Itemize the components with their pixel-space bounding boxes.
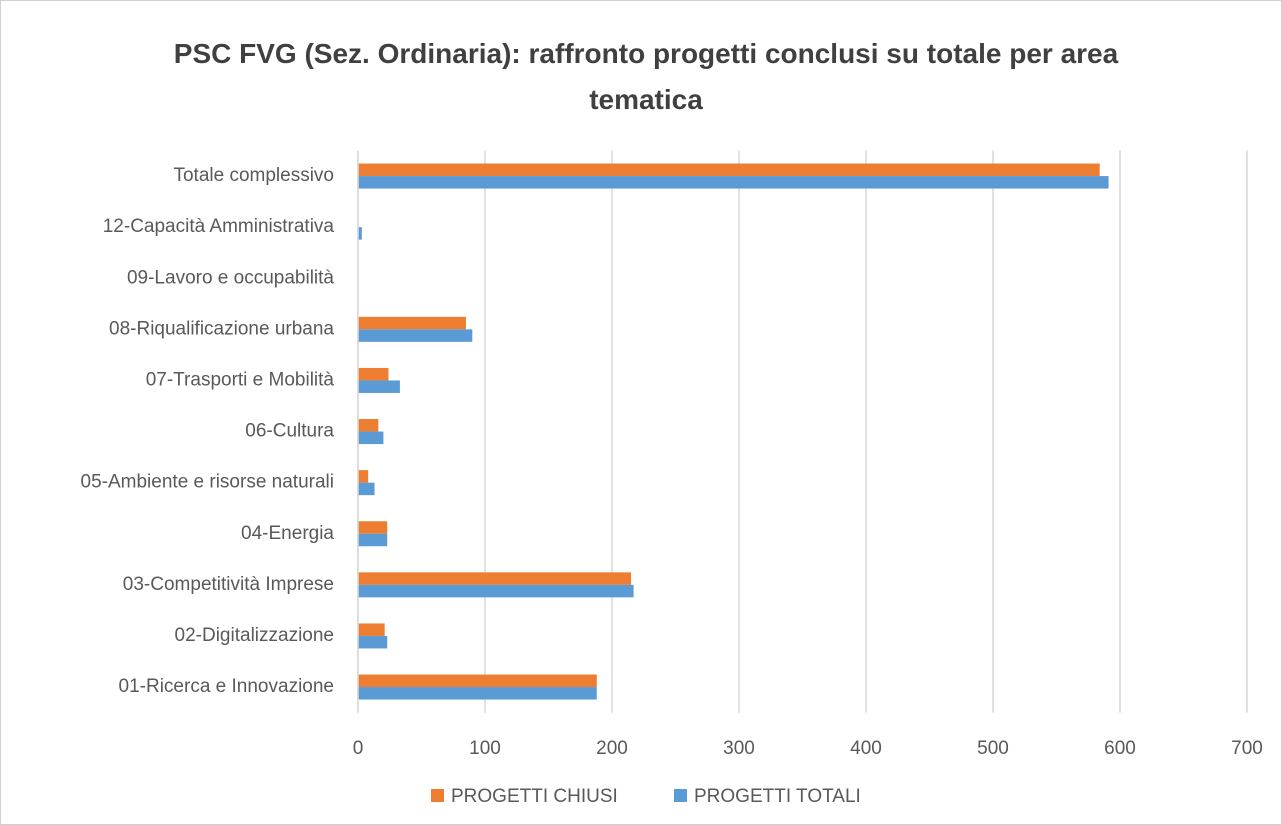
x-tick-label: 400 <box>850 738 882 759</box>
x-tick-label: 600 <box>1104 738 1136 759</box>
x-tick-label: 200 <box>596 738 628 759</box>
bar <box>358 380 400 393</box>
bar <box>358 674 597 688</box>
legend-label: PROGETTI CHIUSI <box>451 786 618 807</box>
y-tick-label: 03-Competitività Imprese <box>123 574 334 595</box>
bar <box>358 572 632 585</box>
y-tick-label: 02-Digitalizzazione <box>175 625 334 646</box>
x-tick-label: 300 <box>723 738 755 759</box>
x-tick-label: 500 <box>977 738 1009 759</box>
bar <box>358 431 384 445</box>
bar <box>358 367 389 381</box>
legend-label: PROGETTI TOTALI <box>694 786 861 807</box>
y-tick-label: Totale complessivo <box>173 165 334 186</box>
bar <box>358 635 388 649</box>
bar <box>358 163 1100 177</box>
bar <box>358 329 473 342</box>
y-tick-label: 05-Ambiente e risorse naturali <box>81 472 334 493</box>
chart-title: PSC FVG (Sez. Ordinaria): raffronto prog… <box>173 38 1119 115</box>
y-tick-label: 04-Energia <box>241 523 334 544</box>
y-tick-label: 09-Lavoro e occupabilità <box>127 267 334 288</box>
bar <box>358 470 369 483</box>
y-tick-label: 06-Cultura <box>245 421 334 442</box>
bar <box>358 521 388 534</box>
y-tick-label: 08-Riqualificazione urbana <box>109 318 334 339</box>
legend-swatch <box>674 789 687 802</box>
y-tick-label: 01-Ricerca e Innovazione <box>119 676 334 697</box>
legend-swatch <box>431 789 444 802</box>
x-tick-label: 100 <box>469 738 501 759</box>
bar <box>358 584 634 598</box>
x-tick-label: 700 <box>1231 738 1263 759</box>
bar <box>358 227 362 240</box>
bar <box>358 419 379 432</box>
bar <box>358 623 385 636</box>
bar <box>358 176 1109 189</box>
bar <box>358 316 466 330</box>
bar <box>358 687 597 700</box>
bar <box>358 533 388 547</box>
y-tick-label: 12-Capacità Amministrativa <box>103 216 335 237</box>
y-tick-label: 07-Trasporti e Mobilità <box>146 369 335 390</box>
bar <box>358 482 375 496</box>
x-tick-label: 0 <box>353 738 364 759</box>
